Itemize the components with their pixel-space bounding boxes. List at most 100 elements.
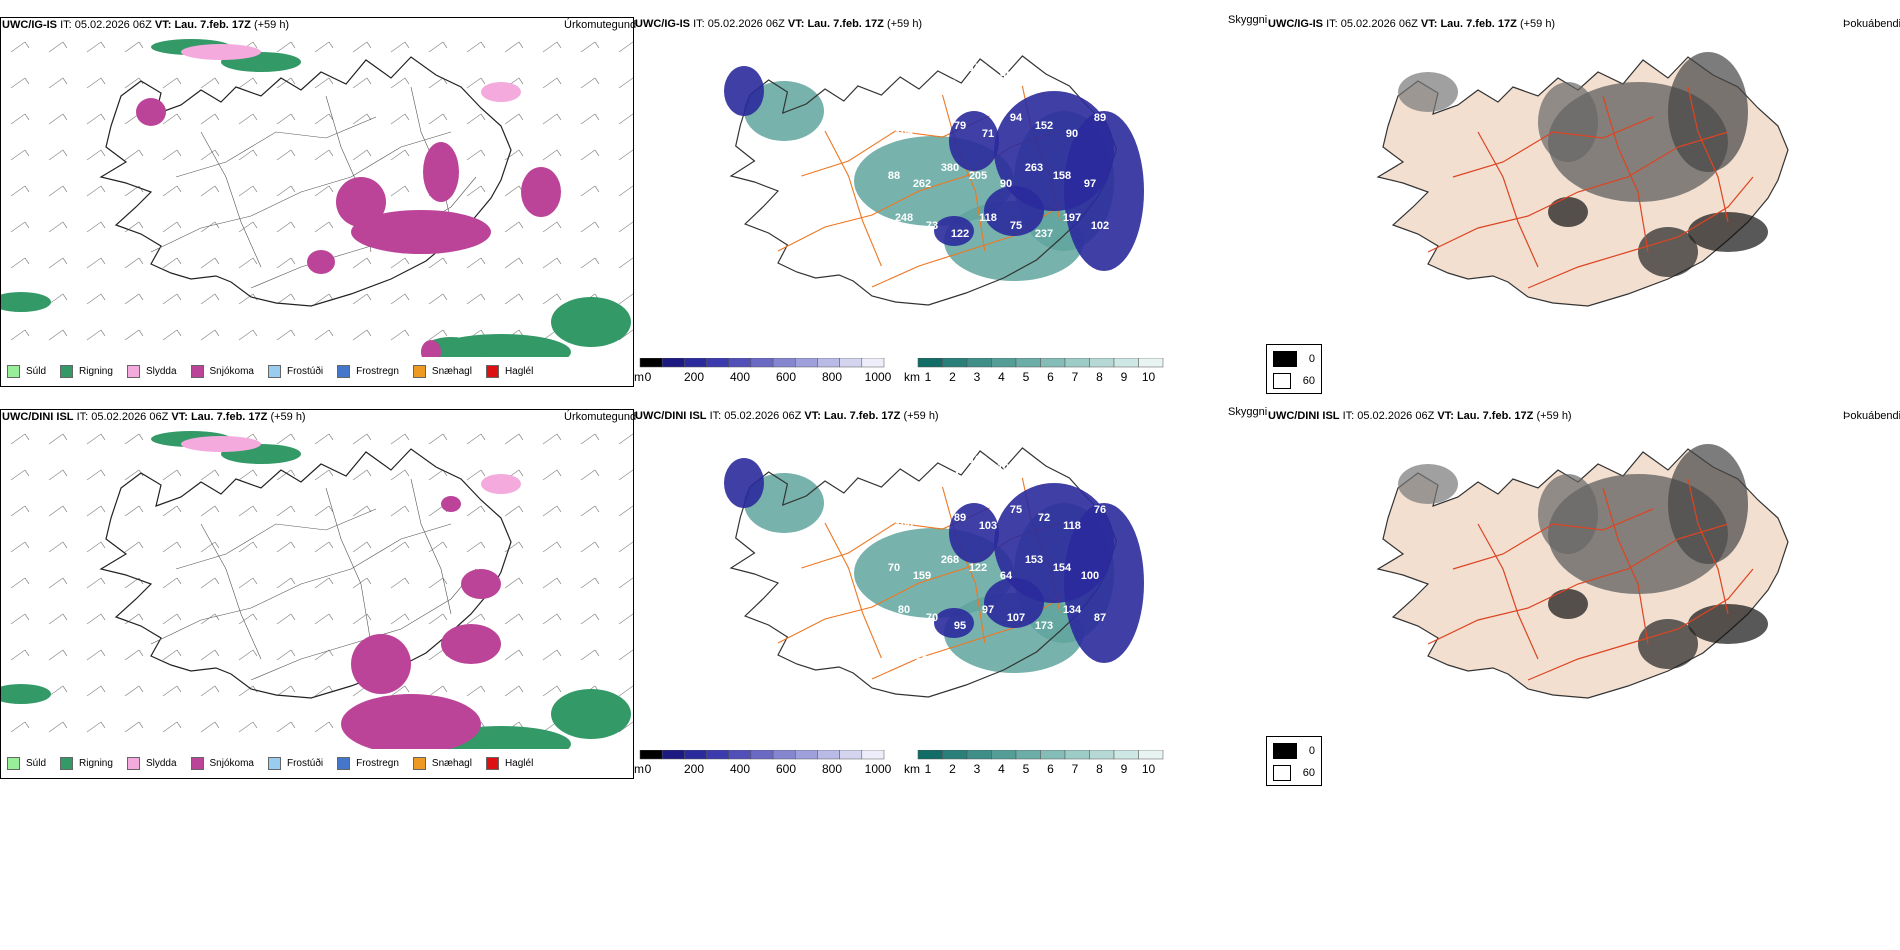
fog-indicator-title: Þokuábendi bbox=[1843, 410, 1900, 422]
legend-label: Snæhagl bbox=[431, 366, 472, 377]
legend-label: Súld bbox=[26, 366, 47, 377]
fog-indicator-area bbox=[1548, 197, 1588, 227]
ceiling-value-label: 268 bbox=[941, 554, 959, 566]
ceiling-value-label: 158 bbox=[1053, 170, 1071, 182]
visibility-colorbar-cell bbox=[991, 750, 1017, 760]
wind-barb bbox=[542, 221, 562, 233]
ceiling-value-label: 79 bbox=[954, 120, 966, 132]
road-line bbox=[1427, 131, 1729, 253]
wind-barb bbox=[428, 113, 448, 125]
wind-barb bbox=[48, 433, 68, 445]
wind-barb bbox=[618, 293, 633, 305]
legend-label: Haglél bbox=[504, 366, 534, 377]
ceiling-colorbar-tick: 0 bbox=[645, 762, 652, 776]
road-line bbox=[1687, 478, 1729, 615]
ceiling-colorbar-tick: 0 bbox=[645, 370, 652, 384]
wind-barb bbox=[276, 505, 296, 517]
ceiling-value-label: 97 bbox=[916, 462, 928, 474]
road-line bbox=[200, 131, 262, 268]
ceiling-colorbar-tick: 1000 bbox=[865, 762, 892, 776]
wind-barb bbox=[10, 613, 30, 625]
wind-barb bbox=[542, 149, 562, 161]
wind-barb bbox=[276, 77, 296, 89]
wind-barb bbox=[618, 113, 633, 125]
wind-barb bbox=[238, 505, 258, 517]
wind-barb bbox=[162, 469, 182, 481]
wind-barb bbox=[86, 721, 106, 733]
wind-barb bbox=[10, 41, 30, 53]
wind-barb bbox=[390, 257, 410, 269]
wind-barb bbox=[200, 113, 220, 125]
visibility-colorbar-cell bbox=[917, 358, 943, 368]
wind-barb bbox=[238, 221, 258, 233]
ceiling-value-label: 95 bbox=[954, 620, 966, 632]
ceiling-colorbar-cell bbox=[684, 750, 707, 760]
ceiling-colorbar-tick: 400 bbox=[730, 762, 750, 776]
ceiling-colorbar-cell bbox=[684, 358, 707, 368]
visibility-colorbar-cell bbox=[966, 358, 992, 368]
wind-barb bbox=[238, 329, 258, 341]
visibility-colorbar-cell bbox=[1015, 358, 1041, 368]
wind-barb bbox=[580, 541, 600, 553]
visibility-colorbar-tick: 9 bbox=[1121, 370, 1128, 384]
visibility-colorbar-tick: 9 bbox=[1121, 762, 1128, 776]
ceiling-value-label: 75 bbox=[1010, 504, 1022, 516]
ceiling-colorbar-cell bbox=[706, 750, 729, 760]
wind-barb bbox=[124, 257, 144, 269]
wind-barb bbox=[504, 541, 524, 553]
wind-barb bbox=[10, 541, 30, 553]
wind-barb bbox=[618, 649, 633, 661]
low-ceiling-area bbox=[724, 66, 764, 116]
low-ceiling-area bbox=[934, 608, 974, 638]
wind-barb bbox=[276, 541, 296, 553]
fog-indicator-area bbox=[1668, 444, 1748, 564]
wind-barb bbox=[238, 721, 258, 733]
wind-barb bbox=[466, 149, 486, 161]
sleet-area bbox=[481, 82, 521, 102]
legend-item: Snæhagl bbox=[412, 757, 472, 770]
wind-barb bbox=[390, 577, 410, 589]
snow-area bbox=[351, 210, 491, 254]
ceiling-value-label: 380 bbox=[941, 162, 959, 174]
wind-barb bbox=[390, 433, 410, 445]
wind-barb bbox=[504, 149, 524, 161]
wind-barb bbox=[238, 77, 258, 89]
ceiling-colorbar-tick: 800 bbox=[822, 370, 842, 384]
visibility-colorbar-tick: 2 bbox=[949, 370, 956, 384]
wind-barb bbox=[390, 77, 410, 89]
wind-barb bbox=[48, 293, 68, 305]
wind-barb bbox=[618, 185, 633, 197]
wind-barb bbox=[124, 541, 144, 553]
visibility-colorbar-tick: 10 bbox=[1142, 762, 1156, 776]
rain-area bbox=[1, 684, 51, 704]
visibility-colorbar-unit: km bbox=[904, 762, 920, 776]
panel-header: UWC/DINI ISL IT: 05.02.2026 06Z VT: Lau.… bbox=[635, 410, 939, 422]
panel-header: UWC/IG-IS IT: 05.02.2026 06Z VT: Lau. 7.… bbox=[2, 19, 290, 31]
ceiling-colorbar-unit: m bbox=[634, 762, 644, 776]
precip-type-legend: Súld Rigning Slydda Snjókoma Frostúði Frostre… bbox=[7, 757, 547, 770]
wind-barb bbox=[618, 505, 633, 517]
ceiling-value-label: 93 bbox=[916, 70, 928, 82]
wind-barb bbox=[162, 113, 182, 125]
wind-barb bbox=[390, 41, 410, 53]
ceiling-colorbar-cell bbox=[772, 750, 796, 760]
ceiling-value-label: 79 bbox=[1084, 462, 1096, 474]
wind-barb bbox=[276, 221, 296, 233]
wind-barb bbox=[276, 685, 296, 697]
ceiling-value-label: 122 bbox=[969, 562, 987, 574]
snow-area bbox=[421, 340, 441, 357]
wind-barb bbox=[276, 293, 296, 305]
wind-barb bbox=[48, 113, 68, 125]
ceiling-value-label: 134 bbox=[1063, 604, 1082, 616]
road-line bbox=[824, 522, 882, 659]
wind-barb bbox=[238, 613, 258, 625]
low-ceiling-area bbox=[984, 578, 1044, 628]
panel-header: UWC/DINI ISL IT: 05.02.2026 06Z VT: Lau.… bbox=[1268, 410, 1572, 422]
ceiling-colorbar-cell bbox=[795, 750, 818, 760]
ceiling-value-label: 86 bbox=[944, 78, 956, 90]
fog-indicator-area bbox=[1398, 464, 1458, 504]
wind-barb bbox=[314, 149, 334, 161]
wind-barb bbox=[48, 469, 68, 481]
wind-barb bbox=[124, 505, 144, 517]
road-line bbox=[1452, 116, 1654, 178]
